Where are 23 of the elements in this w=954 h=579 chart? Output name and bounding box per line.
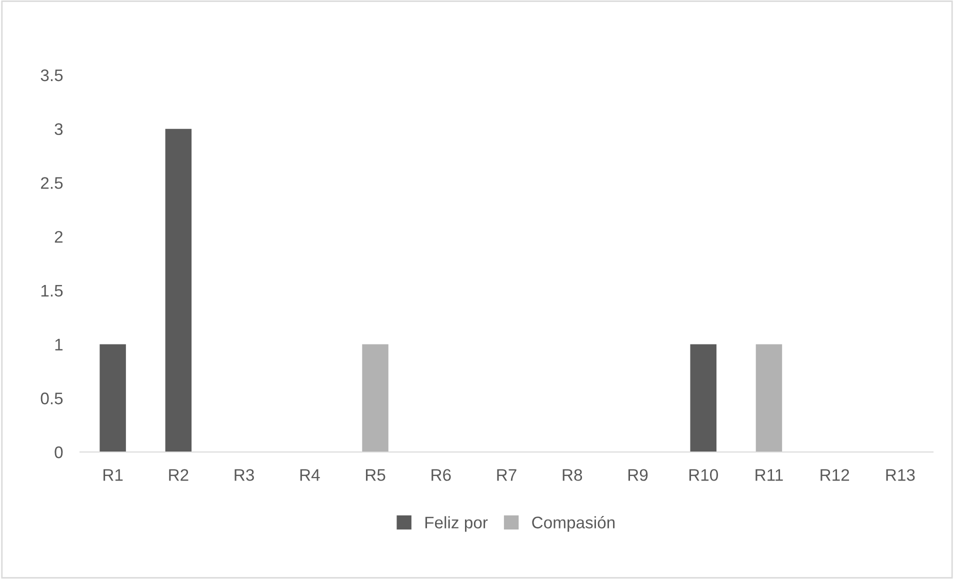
- x-tick-label: R9: [628, 469, 648, 481]
- x-tick-label: R8: [562, 469, 582, 481]
- y-tick-label: 3.5: [40, 69, 63, 82]
- x-tick-label: R4: [300, 469, 320, 481]
- x-tick-label: R3: [234, 469, 254, 481]
- x-tick-label: R2: [169, 469, 188, 481]
- y-tick-label: 1.5: [41, 285, 63, 297]
- x-tick-label: R1: [104, 469, 123, 481]
- x-tick-label: R5: [366, 469, 386, 481]
- x-tick-label: R10: [689, 469, 718, 481]
- legend-label: Compasión: [532, 516, 615, 532]
- x-tick-label: R13: [886, 469, 915, 481]
- x-tick-label: R7: [497, 469, 516, 481]
- x-tick-label: R12: [820, 469, 850, 481]
- y-tick-label: 0: [54, 446, 63, 458]
- x-tick-label: R6: [432, 469, 451, 481]
- y-tick-label: 2.5: [41, 177, 63, 189]
- y-tick-label: 0.5: [40, 392, 63, 404]
- legend-label: Feliz por: [425, 516, 488, 532]
- y-tick-label: 3: [54, 123, 63, 136]
- y-tick-label: 1: [55, 338, 63, 350]
- y-tick-label: 2: [54, 230, 62, 243]
- x-tick-label: R11: [756, 469, 783, 481]
